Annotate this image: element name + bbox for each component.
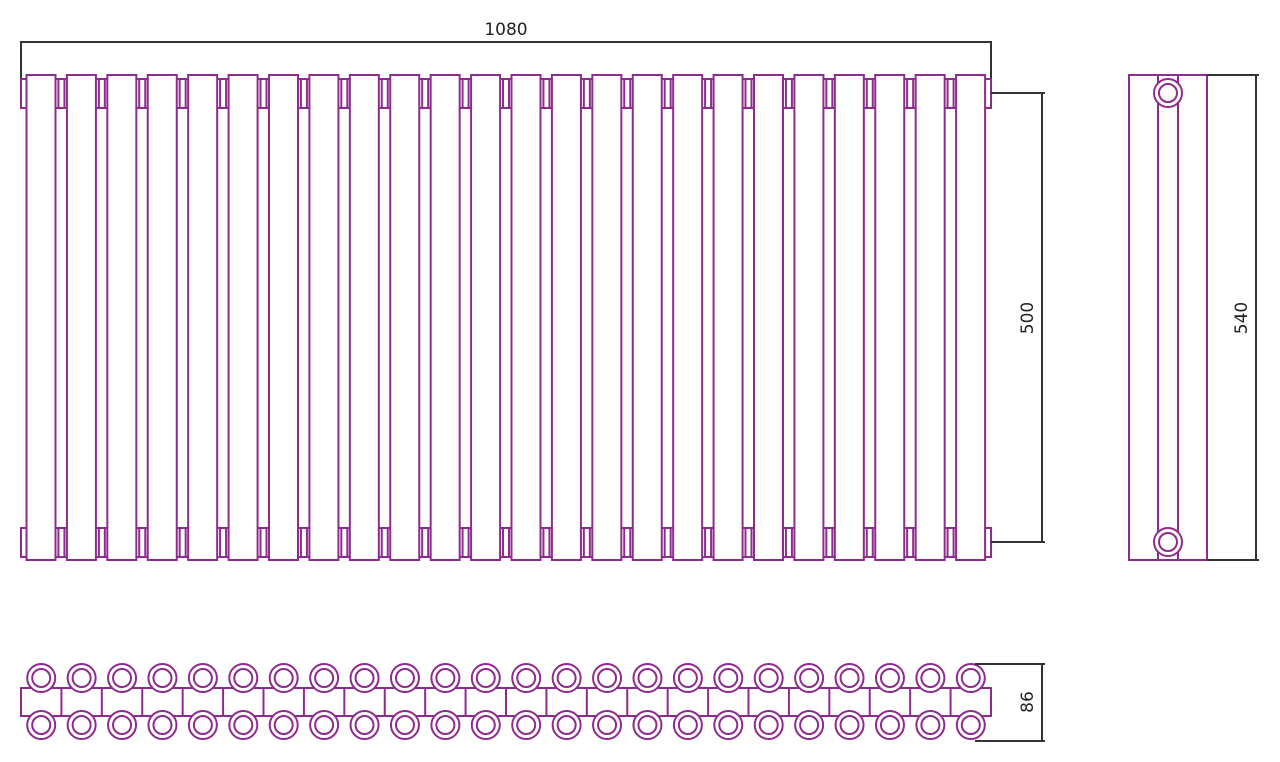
tube-inner (475, 668, 496, 688)
tube-inner (314, 668, 335, 688)
radiator-section (914, 74, 946, 561)
dimension-width-label: 1080 (484, 20, 527, 40)
side-collector-tube (1157, 74, 1179, 561)
tube-inner (31, 715, 52, 735)
tube-inner (799, 715, 820, 735)
tube-inner (718, 715, 739, 735)
tube-inner (677, 668, 698, 688)
dimension-height-label: 540 (1232, 302, 1252, 334)
tube-inner (718, 668, 739, 688)
radiator-section (389, 74, 421, 561)
tube-inner (71, 715, 92, 735)
radiator-section (874, 74, 906, 561)
tube-inner (314, 715, 335, 735)
side-pipe-inner (1158, 532, 1178, 552)
tube-inner (273, 668, 294, 688)
dimension-width: 1080 (20, 20, 992, 78)
tube-inner (112, 668, 133, 688)
radiator-section (510, 74, 542, 561)
tube-inner (637, 668, 658, 688)
radiator-section (631, 74, 663, 561)
tube-inner (31, 668, 52, 688)
tube-inner (394, 715, 415, 735)
tube-inner (920, 715, 941, 735)
tube-inner (839, 668, 860, 688)
tube-inner (879, 668, 900, 688)
tube-inner (556, 668, 577, 688)
tube-inner (435, 668, 456, 688)
radiator-section (25, 74, 57, 561)
tube-inner (192, 715, 213, 735)
tube-inner (394, 668, 415, 688)
tube-inner (516, 715, 537, 735)
radiator-section (348, 74, 380, 561)
radiator-section (268, 74, 299, 561)
tube-inner (192, 668, 213, 688)
tube-inner (112, 715, 133, 735)
radiator-section (308, 74, 340, 561)
tube-inner (758, 668, 779, 688)
tube-inner (233, 668, 254, 688)
tube-inner (516, 668, 537, 688)
dimension-depth: 86 (975, 663, 1045, 742)
tube-inner (435, 715, 456, 735)
radiator-section (106, 74, 138, 561)
tube-inner (879, 715, 900, 735)
top-collector (20, 78, 992, 109)
tube-inner (71, 668, 92, 688)
tube-inner (597, 668, 618, 688)
tube-inner (556, 715, 577, 735)
dimension-height: 540 (1207, 74, 1259, 561)
tube-inner (354, 715, 375, 735)
tube-inner (273, 715, 294, 735)
tube-inner (354, 668, 375, 688)
radiator-section (470, 74, 502, 561)
tube-inner (839, 715, 860, 735)
bottom-collector (20, 527, 992, 558)
tube-inner (152, 715, 173, 735)
tube-inner (597, 715, 618, 735)
front-view (20, 74, 992, 561)
tube-inner (960, 668, 981, 688)
radiator-section (65, 74, 97, 561)
radiator-section (955, 74, 987, 561)
radiator-section (429, 74, 461, 561)
tube-inner (233, 715, 254, 735)
radiator-section (712, 74, 744, 561)
side-pipe-inner (1158, 83, 1178, 103)
radiator-section (591, 74, 623, 561)
tube-inner (637, 715, 658, 735)
bottom-view (20, 663, 992, 740)
radiator-section (146, 74, 178, 561)
radiator-section (793, 74, 825, 561)
tube-inner (920, 668, 941, 688)
tube-inner (677, 715, 698, 735)
tube-inner (475, 715, 496, 735)
dimension-axis-distance-label: 500 (1018, 302, 1038, 334)
radiator-section (550, 74, 582, 561)
radiator-section (227, 74, 259, 561)
tube-inner (758, 715, 779, 735)
radiator-section (753, 74, 784, 561)
dimension-axis-distance: 500 (991, 92, 1045, 543)
tube-inner (960, 715, 981, 735)
dimension-depth-label: 86 (1018, 691, 1038, 713)
tube-inner (152, 668, 173, 688)
radiator-section (187, 74, 219, 561)
side-view (1128, 74, 1208, 561)
radiator-section (672, 74, 704, 561)
tube-inner (799, 668, 820, 688)
radiator-section (833, 74, 865, 561)
side-section-back (1177, 74, 1208, 561)
side-section-front (1128, 74, 1159, 561)
